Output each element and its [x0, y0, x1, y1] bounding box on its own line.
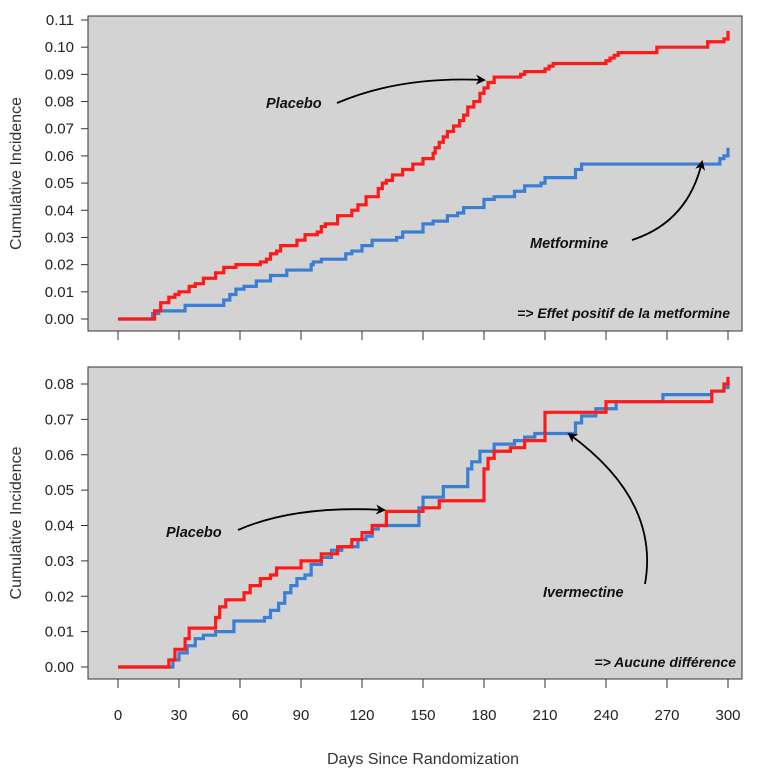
conclusion-text: => Effet positif de la metformine	[517, 305, 730, 321]
panel-metformine: 0.00 0.01 0.02 0.03 0.04 0.05 0.06 0.07 0.08 0.09…	[8, 12, 743, 340]
y-tick-label: 0.02	[45, 588, 74, 605]
annotation-arrow	[631, 160, 706, 241]
y-tick-label: 0.00	[45, 659, 74, 676]
annotation-metformine: Metformine	[530, 236, 608, 252]
annotation-arrow	[336, 74, 486, 104]
plot-area	[87, 15, 743, 332]
y-tick-label: 0.08	[45, 94, 74, 111]
y-tick-label: 0.03	[45, 229, 74, 246]
x-tick-label: 120	[349, 707, 374, 724]
y-tick-label: 0.01	[45, 624, 74, 641]
x-tick-label: 240	[593, 707, 618, 724]
panel-ivermectine: 0.00 0.01 0.02 0.03 0.04 0.05 0.06 0.07 0.08 0 30 6…	[8, 366, 743, 724]
y-tick-label: 0.05	[45, 482, 74, 499]
series-line-placebo	[118, 376, 730, 669]
y-tick-label: 0.05	[45, 175, 74, 192]
y-tick-label: 0.01	[45, 284, 74, 301]
y-tick-label: 0.07	[45, 411, 74, 428]
y-tick-label: 0.10	[45, 39, 74, 56]
y-tick-label: 0.06	[45, 447, 74, 464]
plot-area	[87, 366, 743, 680]
annotation-arrow	[567, 432, 649, 585]
series-line-placebo	[118, 30, 730, 321]
x-tick-label: 180	[471, 707, 496, 724]
y-tick-label: 0.03	[45, 553, 74, 570]
x-tick-label: 60	[232, 707, 249, 724]
x-tick-label: 90	[293, 707, 310, 724]
x-tick-label: 150	[410, 707, 435, 724]
annotation-arrow	[237, 504, 386, 531]
y-tick-label: 0.00	[45, 311, 74, 328]
x-tick-label: 300	[715, 707, 740, 724]
annotation-placebo: Placebo	[266, 96, 322, 112]
y-tick-label: 0.06	[45, 148, 74, 165]
series-line-metformine	[118, 147, 730, 321]
y-tick-label: 0.11	[46, 12, 74, 29]
y-tick-label: 0.07	[45, 121, 74, 138]
y-tick-label: 0.02	[45, 257, 74, 274]
x-tick-label: 270	[654, 707, 679, 724]
y-axis-title: Cumulative Incidence	[8, 97, 25, 250]
x-tick-label: 210	[532, 707, 557, 724]
x-axis-title: Days Since Randomization	[327, 751, 519, 768]
y-tick-label: 0.08	[45, 376, 74, 393]
conclusion-text: => Aucune différence	[594, 654, 736, 670]
series-line-ivermectine	[118, 380, 730, 669]
annotation-placebo: Placebo	[166, 525, 222, 541]
annotation-ivermectine: Ivermectine	[543, 585, 624, 601]
y-tick-label: 0.09	[45, 66, 74, 83]
x-tick-label: 0	[114, 707, 122, 724]
y-tick-label: 0.04	[45, 202, 74, 219]
y-tick-label: 0.04	[45, 518, 74, 535]
y-axis-title: Cumulative Incidence	[8, 446, 25, 599]
x-tick-label: 30	[171, 707, 188, 724]
